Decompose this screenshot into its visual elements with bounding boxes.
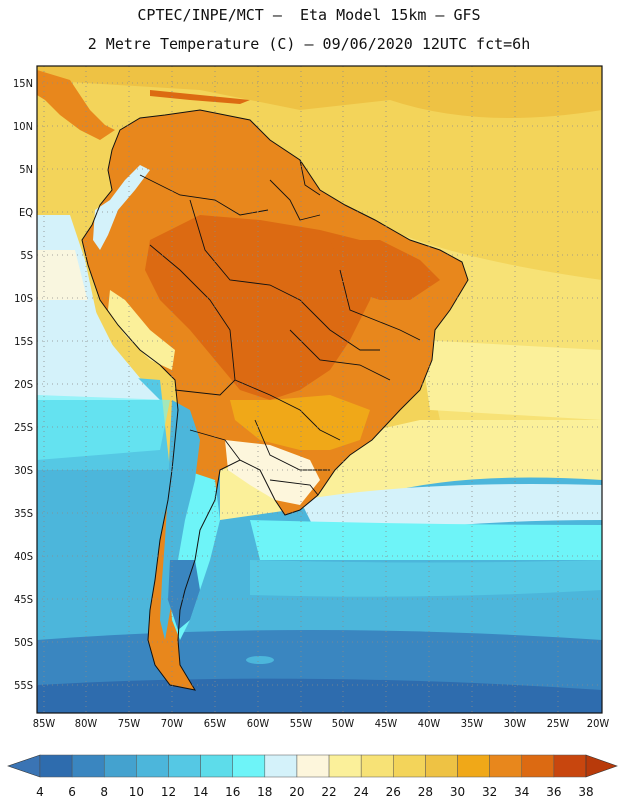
colorbar-swatch [360, 754, 394, 778]
colorbar-level-label: 12 [161, 785, 176, 799]
colorbar-swatch [489, 754, 523, 778]
colorbar-swatch [232, 754, 266, 778]
caribbean-warm-band [37, 66, 602, 118]
argentina-mild [225, 440, 320, 505]
lon-label: 20W [587, 717, 610, 730]
colorbar-level-label: 38 [578, 785, 593, 799]
colorbar-max-arrow [585, 754, 618, 778]
lat-label: 15S [14, 335, 33, 348]
colorbar-level-label: 34 [514, 785, 529, 799]
colorbar-level-label: 30 [450, 785, 465, 799]
atlantic-band-22b [420, 340, 602, 420]
lon-label: 55W [290, 717, 313, 730]
lon-label: 75W [118, 717, 141, 730]
lon-label: 40W [418, 717, 441, 730]
andes-north-cold [93, 165, 150, 250]
colorbar-level-label: 6 [68, 785, 76, 799]
lon-label: 45W [375, 717, 398, 730]
lon-label: 80W [75, 717, 98, 730]
colorbar-swatch [393, 754, 426, 778]
colorbar-level-label: 4 [36, 785, 44, 799]
lat-label: 50S [14, 636, 33, 649]
colorbar-level-label: 28 [418, 785, 433, 799]
colorbar-swatch [264, 754, 298, 778]
colorbar-swatch [136, 754, 169, 778]
colorbar-swatch [328, 754, 362, 778]
coastline [81, 109, 469, 691]
colorbar-level-label: 32 [482, 785, 497, 799]
amazon-hot-core [145, 215, 380, 400]
lat-label: 20S [14, 378, 33, 391]
colorbar-level-label: 10 [129, 785, 144, 799]
colorbar-swatch [39, 754, 73, 778]
lat-label: 40S [14, 550, 33, 563]
colorbar-swatch [103, 754, 137, 778]
lon-label: 25W [547, 717, 570, 730]
southern-band-4 [37, 678, 602, 713]
colorbar-swatch [200, 754, 233, 778]
map-title-line2: 2 Metre Temperature (C) – 09/06/2020 12U… [87, 35, 531, 53]
peru-andes-cold [108, 290, 175, 370]
colorbar-swatch [457, 754, 490, 778]
colorbar-min-arrow [7, 754, 41, 778]
lat-label: 35S [14, 507, 33, 520]
longitude-axis: 85W 80W 75W 70W 65W 60W 55W 50W 45W 40W … [33, 717, 610, 730]
lat-label: 5S [20, 249, 33, 262]
temperature-colorbar: 4 6 8 10 12 14 16 18 20 22 24 26 28 30 32 34 36 38 [7, 754, 618, 799]
lon-label: 85W [33, 717, 56, 730]
lon-label: 70W [161, 717, 184, 730]
colorbar-swatch [553, 754, 587, 778]
lon-label: 35W [461, 717, 484, 730]
lat-label: 55S [14, 679, 33, 692]
colorbar-level-label: 16 [225, 785, 240, 799]
lat-label: 30S [14, 464, 33, 477]
atlantic-band-16 [250, 520, 602, 560]
lon-label: 50W [332, 717, 355, 730]
colorbar-swatch [425, 754, 458, 778]
lon-label: 65W [204, 717, 227, 730]
lat-label: 25S [14, 421, 33, 434]
lat-label: 10S [14, 292, 33, 305]
lon-label: 60W [247, 717, 270, 730]
lat-label: EQ [19, 206, 33, 219]
colorbar-level-label: 14 [193, 785, 208, 799]
lat-label: 45S [14, 593, 33, 606]
lat-label: 10N [13, 120, 33, 133]
lon-label: 30W [504, 717, 527, 730]
caribbean-islands [150, 90, 250, 104]
colorbar-swatch [168, 754, 201, 778]
map-title-line1: CPTEC/INPE/MCT – Eta Model 15km – GFS [137, 6, 481, 24]
lat-label: 5N [19, 163, 33, 176]
colorbar-swatch [296, 754, 330, 778]
central-america [37, 70, 115, 140]
southern-brazil-warm [230, 395, 370, 450]
map-frame [36, 65, 603, 714]
colorbar-swatch [71, 754, 105, 778]
colorbar-swatch [521, 754, 555, 778]
latitude-axis: 15N 10N 5N EQ 5S 10S 15S 20S 25S 30S 35S… [13, 77, 33, 692]
map-plot-area [37, 66, 602, 713]
lat-label: 15N [13, 77, 33, 90]
colorbar-level-label: 26 [386, 785, 401, 799]
colorbar-level-label: 22 [321, 785, 336, 799]
colorbar-level-label: 20 [289, 785, 304, 799]
atlantic-band-14 [250, 560, 602, 597]
pacific-band-16 [37, 395, 170, 460]
colorbar-level-label: 8 [100, 785, 108, 799]
falkland-islands [246, 656, 274, 664]
graticule [37, 66, 602, 713]
country-borders [139, 159, 421, 496]
colorbar-level-label: 36 [546, 785, 561, 799]
colorbar-level-label: 24 [354, 785, 369, 799]
pacific-band-18 [37, 300, 160, 400]
colorbar-level-label: 18 [257, 785, 272, 799]
